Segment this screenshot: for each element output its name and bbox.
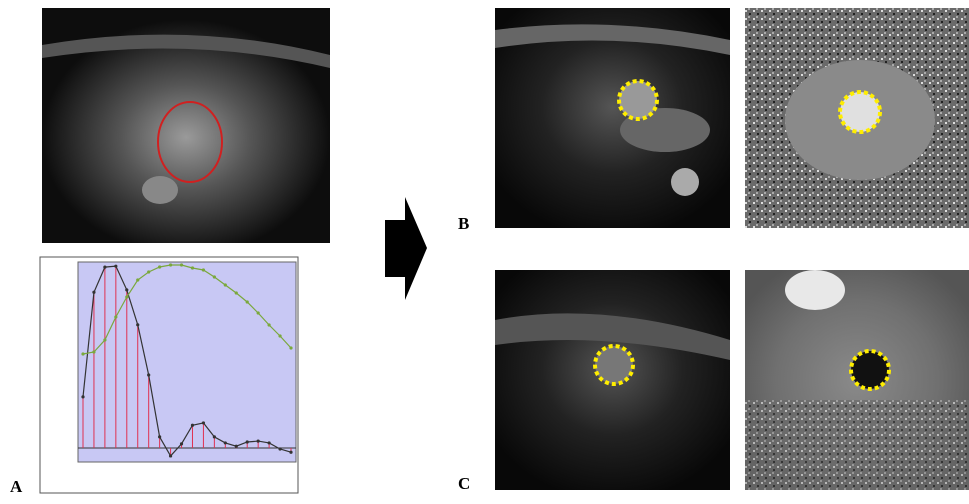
point [179, 442, 184, 446]
point [223, 283, 227, 287]
roi-circle [838, 90, 882, 134]
plot-area [77, 261, 297, 463]
image-detail [495, 313, 730, 360]
image-detail [785, 270, 845, 310]
point [256, 439, 260, 443]
point [103, 265, 107, 269]
point [190, 423, 195, 427]
image-detail [745, 400, 969, 490]
roi-circle [849, 349, 891, 391]
point [92, 290, 96, 294]
point [267, 323, 271, 327]
point [289, 450, 293, 454]
series-line [82, 264, 292, 355]
point [201, 421, 206, 425]
point [81, 352, 85, 356]
image-detail [495, 24, 730, 55]
point [212, 275, 216, 279]
point [245, 440, 249, 444]
point [234, 291, 238, 295]
point [114, 264, 118, 268]
mri-image-a [42, 8, 330, 243]
point [114, 315, 118, 319]
point [147, 270, 151, 274]
image-detail [671, 168, 699, 196]
panel-label: B [458, 214, 469, 233]
point [125, 295, 129, 299]
point [168, 263, 173, 267]
roi-circle [617, 79, 659, 121]
point [278, 447, 282, 451]
point [289, 346, 293, 350]
series-line [82, 265, 292, 457]
point [81, 395, 85, 399]
point [278, 334, 282, 338]
point [136, 278, 140, 282]
point [168, 454, 173, 458]
point [158, 265, 162, 269]
point [136, 323, 140, 327]
image-detail [620, 108, 710, 152]
point [201, 268, 206, 272]
panel-label: C [458, 474, 470, 493]
point [267, 441, 271, 445]
panel-label: A [10, 477, 23, 496]
point [125, 288, 129, 292]
arrow [385, 197, 427, 300]
point [147, 373, 151, 377]
point [190, 266, 195, 270]
point [256, 311, 260, 315]
point [223, 441, 227, 445]
chart [77, 261, 297, 463]
point [212, 435, 216, 439]
point [92, 350, 96, 354]
point [234, 444, 238, 448]
roi-circle [593, 344, 635, 386]
point [179, 263, 184, 267]
point [245, 300, 249, 304]
point [158, 435, 162, 439]
point [103, 338, 107, 342]
